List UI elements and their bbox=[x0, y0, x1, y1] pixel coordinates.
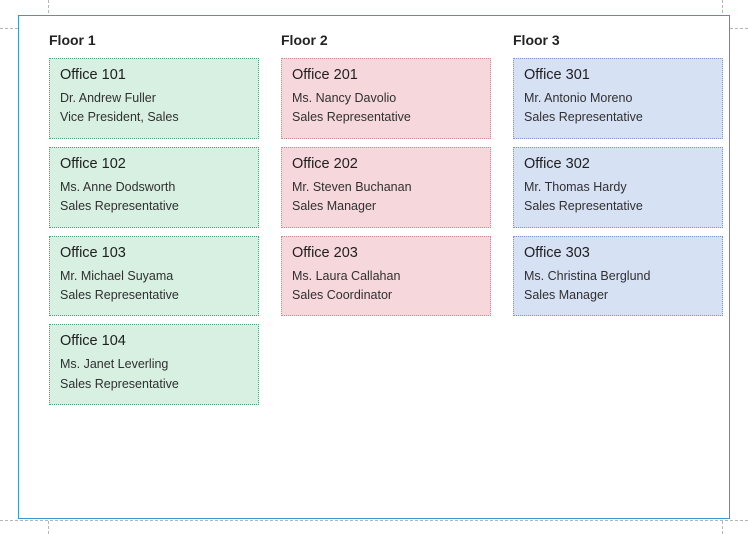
floor-header: Floor 2 bbox=[281, 30, 491, 58]
person-role: Sales Manager bbox=[292, 197, 480, 216]
office-number: Office 201 bbox=[292, 67, 480, 83]
person-name: Mr. Steven Buchanan bbox=[292, 178, 480, 197]
office-number: Office 104 bbox=[60, 333, 248, 349]
person-name: Ms. Anne Dodsworth bbox=[60, 178, 248, 197]
floor-header: Floor 1 bbox=[49, 30, 259, 58]
office-number: Office 202 bbox=[292, 156, 480, 172]
office-card[interactable]: Office 302 Mr. Thomas Hardy Sales Repres… bbox=[513, 147, 723, 228]
office-card[interactable]: Office 303 Ms. Christina Berglund Sales … bbox=[513, 236, 723, 317]
person-role: Sales Representative bbox=[292, 108, 480, 127]
person-role: Sales Representative bbox=[60, 286, 248, 305]
floor-column-2: Floor 2 Office 201 Ms. Nancy Davolio Sal… bbox=[281, 30, 491, 413]
person-name: Mr. Thomas Hardy bbox=[524, 178, 712, 197]
office-card[interactable]: Office 103 Mr. Michael Suyama Sales Repr… bbox=[49, 236, 259, 317]
person-role: Sales Coordinator bbox=[292, 286, 480, 305]
office-number: Office 101 bbox=[60, 67, 248, 83]
office-card[interactable]: Office 104 Ms. Janet Leverling Sales Rep… bbox=[49, 324, 259, 405]
office-card[interactable]: Office 201 Ms. Nancy Davolio Sales Repre… bbox=[281, 58, 491, 139]
person-name: Ms. Christina Berglund bbox=[524, 267, 712, 286]
person-role: Vice President, Sales bbox=[60, 108, 248, 127]
person-role: Sales Representative bbox=[524, 197, 712, 216]
page-frame: Floor 1 Office 101 Dr. Andrew Fuller Vic… bbox=[18, 15, 730, 519]
office-number: Office 203 bbox=[292, 245, 480, 261]
person-role: Sales Representative bbox=[60, 375, 248, 394]
office-number: Office 103 bbox=[60, 245, 248, 261]
office-card[interactable]: Office 202 Mr. Steven Buchanan Sales Man… bbox=[281, 147, 491, 228]
office-number: Office 303 bbox=[524, 245, 712, 261]
floor-header: Floor 3 bbox=[513, 30, 723, 58]
person-role: Sales Representative bbox=[60, 197, 248, 216]
office-card[interactable]: Office 301 Mr. Antonio Moreno Sales Repr… bbox=[513, 58, 723, 139]
office-number: Office 102 bbox=[60, 156, 248, 172]
office-number: Office 301 bbox=[524, 67, 712, 83]
floor-column-3: Floor 3 Office 301 Mr. Antonio Moreno Sa… bbox=[513, 30, 723, 413]
office-card[interactable]: Office 101 Dr. Andrew Fuller Vice Presid… bbox=[49, 58, 259, 139]
person-name: Ms. Nancy Davolio bbox=[292, 89, 480, 108]
floor-columns: Floor 1 Office 101 Dr. Andrew Fuller Vic… bbox=[49, 30, 723, 413]
office-card[interactable]: Office 203 Ms. Laura Callahan Sales Coor… bbox=[281, 236, 491, 317]
office-card[interactable]: Office 102 Ms. Anne Dodsworth Sales Repr… bbox=[49, 147, 259, 228]
floor-column-1: Floor 1 Office 101 Dr. Andrew Fuller Vic… bbox=[49, 30, 259, 413]
guide-line-bottom bbox=[0, 520, 748, 521]
person-name: Dr. Andrew Fuller bbox=[60, 89, 248, 108]
person-name: Ms. Janet Leverling bbox=[60, 355, 248, 374]
person-role: Sales Representative bbox=[524, 108, 712, 127]
person-name: Mr. Antonio Moreno bbox=[524, 89, 712, 108]
office-number: Office 302 bbox=[524, 156, 712, 172]
person-name: Ms. Laura Callahan bbox=[292, 267, 480, 286]
person-name: Mr. Michael Suyama bbox=[60, 267, 248, 286]
person-role: Sales Manager bbox=[524, 286, 712, 305]
